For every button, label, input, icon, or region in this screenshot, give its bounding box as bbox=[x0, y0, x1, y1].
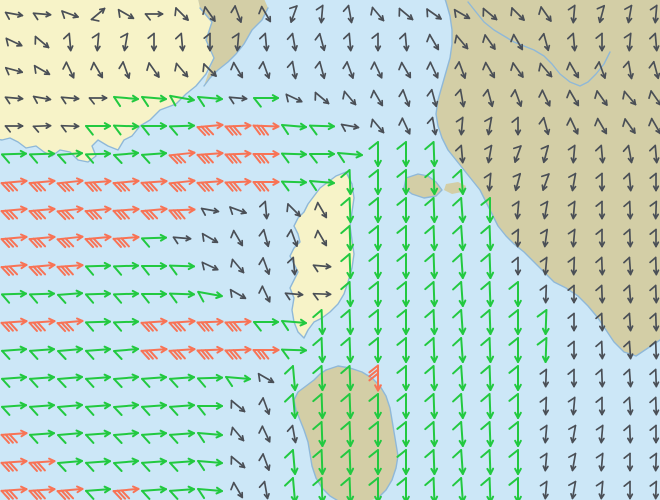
landmass-corsica bbox=[290, 172, 354, 338]
coastline-path bbox=[435, 0, 660, 357]
coastline-path bbox=[0, 7, 215, 163]
landmass-southern-france bbox=[0, 0, 214, 162]
coastline-path bbox=[325, 365, 399, 499]
coastline-path bbox=[289, 171, 355, 339]
coastline-path bbox=[467, 1, 611, 87]
